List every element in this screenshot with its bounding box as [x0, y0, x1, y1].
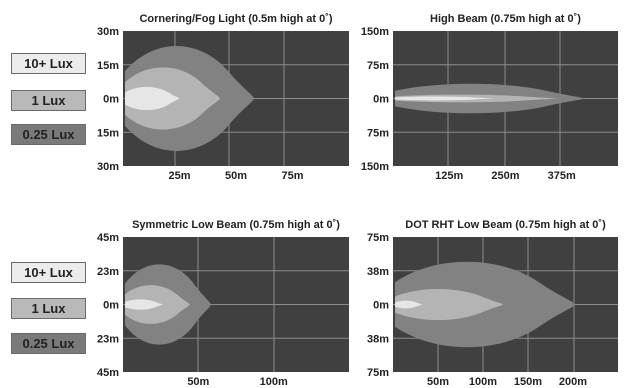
- chart-title: Cornering/Fog Light (0.5m high at 0˚): [139, 13, 332, 25]
- y-tick-label: 23m: [97, 333, 119, 345]
- chart-panel: Symmetric Low Beam (0.75m high at 0˚) 45m…: [97, 219, 349, 388]
- legend-025-lux: 0.25 Lux: [11, 124, 86, 145]
- legend-10-lux: 10+ Lux: [11, 262, 86, 283]
- x-tick-label: 50m: [187, 376, 209, 388]
- zone-10-lux: [395, 96, 494, 101]
- y-tick-label: 15m: [97, 60, 119, 72]
- chart-panel: High Beam (0.75m high at 0˚) 150m 75m 0m 75m…: [361, 13, 618, 182]
- chart-panel: Cornering/Fog Light (0.5m high at 0˚) 30m…: [97, 13, 349, 182]
- chart-panel: DOT RHT Low Beam (0.75m high at 0˚) 75m 38…: [367, 219, 618, 388]
- x-tick-label: 25m: [168, 170, 190, 182]
- y-tick-label: 75m: [367, 232, 389, 244]
- x-tick-label: 100m: [469, 376, 497, 388]
- zone-10-lux: [395, 300, 422, 309]
- y-tick-label: 45m: [97, 367, 119, 379]
- x-tick-label: 250m: [491, 170, 519, 182]
- y-tick-label: 38m: [367, 266, 389, 278]
- x-tick-label: 375m: [548, 170, 576, 182]
- y-tick-label: 15m: [97, 127, 119, 139]
- y-tick-label: 0m: [103, 94, 119, 106]
- y-tick-label: 30m: [97, 161, 119, 173]
- y-tick-label: 23m: [97, 266, 119, 278]
- y-tick-label: 150m: [361, 26, 389, 38]
- zone-10-lux: [125, 299, 163, 310]
- x-tick-label: 50m: [427, 376, 449, 388]
- legend-1-lux: 1 Lux: [11, 90, 86, 111]
- y-tick-label: 30m: [97, 26, 119, 38]
- y-tick-label: 75m: [367, 127, 389, 139]
- x-tick-label: 125m: [435, 170, 463, 182]
- legend-025-lux: 0.25 Lux: [11, 333, 86, 354]
- chart-title: DOT RHT Low Beam (0.75m high at 0˚): [405, 219, 606, 231]
- zone-10-lux: [125, 86, 180, 111]
- y-tick-label: 38m: [367, 333, 389, 345]
- x-tick-label: 50m: [225, 170, 247, 182]
- y-tick-label: 150m: [361, 161, 389, 173]
- x-tick-label: 200m: [559, 376, 587, 388]
- x-tick-label: 100m: [260, 376, 288, 388]
- y-tick-label: 0m: [373, 94, 389, 106]
- legend-1-lux: 1 Lux: [11, 298, 86, 319]
- x-tick-label: 150m: [514, 376, 542, 388]
- legend-10-lux: 10+ Lux: [11, 53, 86, 74]
- zone-1-lux: [395, 288, 503, 321]
- y-tick-label: 45m: [97, 232, 119, 244]
- y-tick-label: 75m: [367, 367, 389, 379]
- y-tick-label: 0m: [103, 300, 119, 312]
- x-tick-label: 75m: [281, 170, 303, 182]
- y-tick-label: 75m: [367, 60, 389, 72]
- chart-title: High Beam (0.75m high at 0˚): [430, 13, 581, 25]
- chart-title: Symmetric Low Beam (0.75m high at 0˚): [132, 219, 340, 231]
- y-tick-label: 0m: [373, 300, 389, 312]
